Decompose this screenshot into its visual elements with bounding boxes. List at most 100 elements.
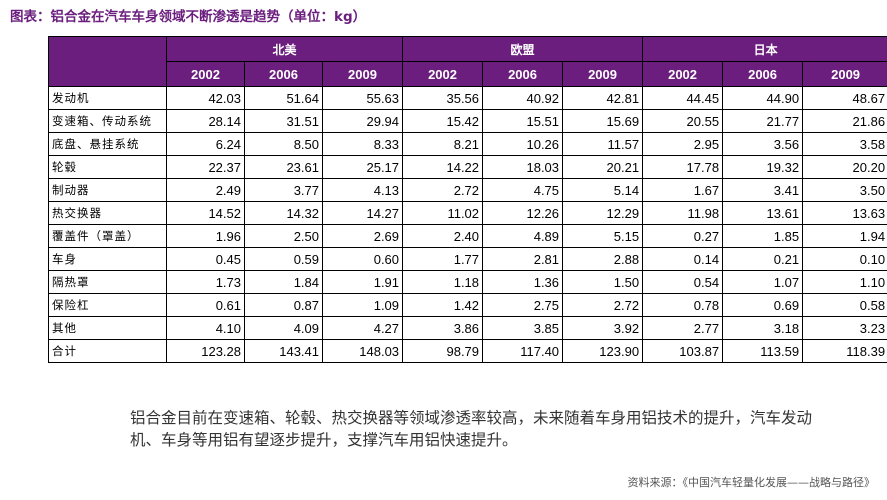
value-cell: 4.09 (244, 316, 323, 340)
value-cell: 4.13 (321, 178, 404, 202)
value-cell: 118.39 (802, 339, 887, 363)
table-row: 覆盖件（罩盖） 1.96 2.50 2.69 2.40 4.89 5.15 0.27 1.85 1… (48, 224, 887, 248)
value-cell: 2.72 (562, 293, 644, 317)
value-cell: 51.64 (244, 86, 323, 110)
value-cell: 123.90 (562, 339, 644, 363)
value-cell: 1.50 (562, 270, 644, 294)
value-cell: 1.77 (402, 247, 484, 271)
value-cell: 19.32 (722, 155, 804, 179)
value-cell: 117.40 (482, 339, 564, 363)
value-cell: 13.61 (722, 201, 804, 225)
value-cell: 11.57 (562, 132, 644, 156)
table-row: 合计 123.28 143.41 148.03 98.79 117.40 123.90 103… (48, 339, 887, 363)
value-cell: 0.59 (244, 247, 323, 271)
table-row: 隔热罩 1.73 1.84 1.91 1.18 1.36 1.50 0.54 1.07 1.10 (48, 270, 887, 294)
value-cell: 1.10 (802, 270, 887, 294)
value-cell: 20.21 (562, 155, 644, 179)
value-cell: 40.92 (482, 86, 564, 110)
value-cell: 3.23 (802, 316, 887, 340)
region-header: 欧盟 (402, 36, 644, 62)
region-header: 北美 (165, 36, 404, 62)
year-header: 2009 (321, 61, 404, 87)
row-label: 车身 (48, 247, 167, 271)
value-cell: 1.36 (482, 270, 564, 294)
row-label: 保险杠 (48, 293, 167, 317)
value-cell: 2.50 (244, 224, 323, 248)
value-cell: 3.86 (402, 316, 484, 340)
row-label: 其他 (48, 316, 167, 340)
value-cell: 12.26 (482, 201, 564, 225)
value-cell: 0.61 (166, 293, 245, 317)
row-label: 合计 (48, 339, 167, 363)
value-cell: 21.86 (802, 109, 887, 133)
value-cell: 31.51 (244, 109, 323, 133)
value-cell: 28.14 (166, 109, 245, 133)
value-cell: 6.24 (166, 132, 245, 156)
row-label: 底盘、悬挂系统 (48, 132, 167, 156)
value-cell: 3.58 (802, 132, 887, 156)
value-cell: 5.14 (562, 178, 644, 202)
value-cell: 1.91 (321, 270, 404, 294)
row-label: 制动器 (48, 178, 167, 202)
year-header: 2009 (802, 61, 887, 87)
value-cell: 44.90 (722, 86, 804, 110)
year-header: 2002 (642, 61, 724, 87)
value-cell: 23.61 (244, 155, 323, 179)
year-header: 2002 (166, 61, 245, 87)
value-cell: 123.28 (166, 339, 245, 363)
value-cell: 0.87 (244, 293, 323, 317)
value-cell: 0.54 (642, 270, 724, 294)
value-cell: 2.69 (321, 224, 404, 248)
value-cell: 1.09 (321, 293, 404, 317)
value-cell: 0.45 (166, 247, 245, 271)
value-cell: 0.21 (722, 247, 804, 271)
value-cell: 12.29 (562, 201, 644, 225)
value-cell: 1.67 (642, 178, 724, 202)
value-cell: 4.10 (166, 316, 245, 340)
value-cell: 3.50 (802, 178, 887, 202)
summary-text: 铝合金目前在变速箱、轮毂、热交换器等领域渗透率较高，未来随着车身用铝技术的提升，… (130, 409, 813, 449)
value-cell: 0.60 (321, 247, 404, 271)
value-cell: 0.27 (642, 224, 724, 248)
value-cell: 44.45 (642, 86, 724, 110)
value-cell: 8.50 (244, 132, 323, 156)
row-label: 变速箱、传动系统 (48, 109, 167, 133)
row-label: 发动机 (48, 86, 167, 110)
table-row: 车身 0.45 0.59 0.60 1.77 2.81 2.88 0.14 0.21 0.10 (48, 247, 887, 271)
value-cell: 3.92 (562, 316, 644, 340)
value-cell: 1.18 (402, 270, 484, 294)
value-cell: 2.95 (642, 132, 724, 156)
value-cell: 22.37 (166, 155, 245, 179)
value-cell: 143.41 (244, 339, 323, 363)
value-cell: 3.85 (482, 316, 564, 340)
page-title: 图表：铝合金在汽车车身领域不断渗透是趋势（单位：kg） (10, 9, 367, 25)
value-cell: 2.75 (482, 293, 564, 317)
value-cell: 55.63 (321, 86, 404, 110)
value-cell: 4.75 (482, 178, 564, 202)
table-row: 制动器 2.49 3.77 4.13 2.72 4.75 5.14 1.67 3.41 3.50 (48, 178, 887, 202)
value-cell: 25.17 (321, 155, 404, 179)
value-cell: 1.07 (722, 270, 804, 294)
region-header: 日本 (642, 36, 887, 62)
value-cell: 11.02 (402, 201, 484, 225)
value-cell: 42.03 (166, 86, 245, 110)
value-cell: 14.27 (321, 201, 404, 225)
year-header: 2006 (244, 61, 323, 87)
data-table: 北美 欧盟 日本 2002 2006 2009 2002 2006 2009 2… (48, 36, 887, 363)
value-cell: 2.88 (562, 247, 644, 271)
value-cell: 8.33 (321, 132, 404, 156)
table-row: 发动机 42.03 51.64 55.63 35.56 40.92 42.81 44.45 44… (48, 86, 887, 110)
value-cell: 2.72 (402, 178, 484, 202)
table-row: 保险杠 0.61 0.87 1.09 1.42 2.75 2.72 0.78 0.69 0.58 (48, 293, 887, 317)
value-cell: 103.87 (642, 339, 724, 363)
value-cell: 1.73 (166, 270, 245, 294)
value-cell: 1.94 (802, 224, 887, 248)
table-row: 变速箱、传动系统 28.14 31.51 29.94 15.42 15.51 15.69 20… (48, 109, 887, 133)
value-cell: 14.22 (402, 155, 484, 179)
value-cell: 8.21 (402, 132, 484, 156)
row-label: 轮毂 (48, 155, 167, 179)
year-header: 2006 (482, 61, 564, 87)
value-cell: 4.27 (321, 316, 404, 340)
value-cell: 148.03 (321, 339, 404, 363)
value-cell: 1.84 (244, 270, 323, 294)
